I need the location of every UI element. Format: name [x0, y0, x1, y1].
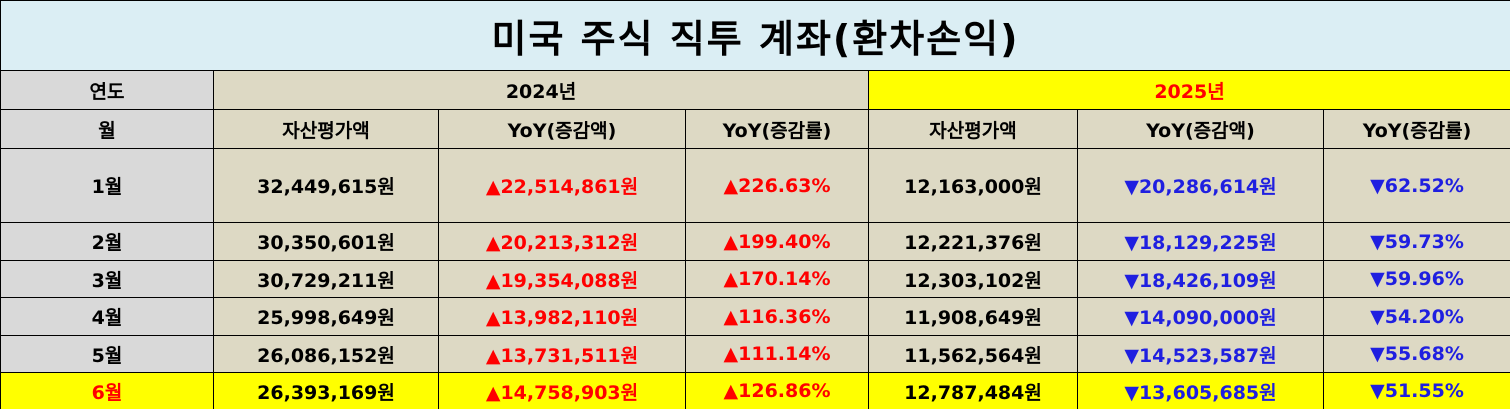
month-cell: 5월 — [0, 335, 214, 373]
value-cell: ▼13,605,685원 — [1077, 372, 1324, 409]
value-cell: ▼14,523,587원 — [1077, 335, 1324, 373]
value-cell: ▲19,354,088원 — [438, 260, 686, 298]
value-cell: ▲170.14% — [685, 260, 869, 298]
value-cell: ▲13,982,110원 — [438, 297, 686, 336]
month-label: 월 — [0, 109, 214, 149]
value-cell: 30,729,211원 — [213, 260, 439, 298]
value-cell: ▲126.86% — [685, 372, 869, 409]
value-cell: ▲116.36% — [685, 297, 869, 336]
data-row: 2월 30,350,601원 ▲20,213,312원 ▲199.40% 12,221,… — [0, 222, 1510, 261]
value-cell: 12,303,102원 — [868, 260, 1078, 298]
month-cell: 6월 — [0, 372, 214, 409]
value-cell: ▼14,090,000원 — [1077, 297, 1324, 336]
data-row: 6월 26,393,169원 ▲14,758,903원 ▲126.86% 12,787,… — [0, 372, 1510, 409]
value-cell: ▲13,731,511원 — [438, 335, 686, 373]
column-header: YoY(증감률) — [1322, 109, 1510, 149]
column-header: 자산평가액 — [213, 109, 439, 149]
value-cell: 11,908,649원 — [868, 297, 1078, 336]
value-cell: 32,449,615원 — [213, 148, 439, 223]
value-cell: ▼18,129,225원 — [1077, 222, 1324, 261]
data-row: 1월 32,449,615원 ▲22,514,861원 ▲226.63% 12,163,… — [0, 148, 1510, 223]
value-cell: ▲226.63% — [685, 148, 869, 223]
value-cell: 26,086,152원 — [213, 335, 439, 373]
value-cell: ▲111.14% — [685, 335, 869, 373]
year-row: 연도 2024년 2025년 — [0, 70, 1510, 110]
value-cell: ▼62.52% — [1322, 148, 1510, 223]
value-cell: ▲22,514,861원 — [438, 148, 686, 223]
month-cell: 1월 — [0, 148, 214, 223]
year-2025: 2025년 — [867, 70, 1510, 110]
value-cell: ▼20,286,614원 — [1077, 148, 1324, 223]
data-row: 3월 30,729,211원 ▲19,354,088원 ▲170.14% 12,303,… — [0, 260, 1510, 298]
title-row: 미국 주식 직투 계좌(환차손익) — [0, 0, 1510, 71]
value-cell: 11,562,564원 — [868, 335, 1078, 373]
value-cell: ▼18,426,109원 — [1077, 260, 1324, 298]
month-cell: 2월 — [0, 222, 214, 261]
month-cell: 4월 — [0, 297, 214, 336]
month-cell: 3월 — [0, 260, 214, 298]
data-row: 5월 26,086,152원 ▲13,731,511원 ▲111.14% 11,562,… — [0, 335, 1510, 373]
value-cell: 12,163,000원 — [868, 148, 1078, 223]
column-header: YoY(증감액) — [1077, 109, 1324, 149]
column-row: 월 자산평가액 YoY(증감액) YoY(증감률) 자산평가액 YoY(증감액) YoY(… — [0, 109, 1510, 149]
value-cell: ▼55.68% — [1322, 335, 1510, 373]
value-cell: ▼59.73% — [1322, 222, 1510, 261]
column-header: YoY(증감률) — [685, 109, 869, 149]
value-cell: ▲14,758,903원 — [438, 372, 686, 409]
value-cell: 26,393,169원 — [213, 372, 439, 409]
column-header: 자산평가액 — [868, 109, 1078, 149]
value-cell: ▼59.96% — [1322, 260, 1510, 298]
table-title: 미국 주식 직투 계좌(환차손익) — [0, 0, 1510, 71]
year-2024: 2024년 — [213, 70, 869, 110]
value-cell: 12,221,376원 — [868, 222, 1078, 261]
value-cell: ▼54.20% — [1322, 297, 1510, 336]
year-label: 연도 — [0, 70, 214, 110]
value-cell: 12,787,484원 — [868, 372, 1078, 409]
value-cell: 25,998,649원 — [213, 297, 439, 336]
column-header: YoY(증감액) — [438, 109, 686, 149]
value-cell: ▲20,213,312원 — [438, 222, 686, 261]
value-cell: 30,350,601원 — [213, 222, 439, 261]
data-row: 4월 25,998,649원 ▲13,982,110원 ▲116.36% 11,908,… — [0, 297, 1510, 336]
value-cell: ▲199.40% — [685, 222, 869, 261]
value-cell: ▼51.55% — [1322, 372, 1510, 409]
